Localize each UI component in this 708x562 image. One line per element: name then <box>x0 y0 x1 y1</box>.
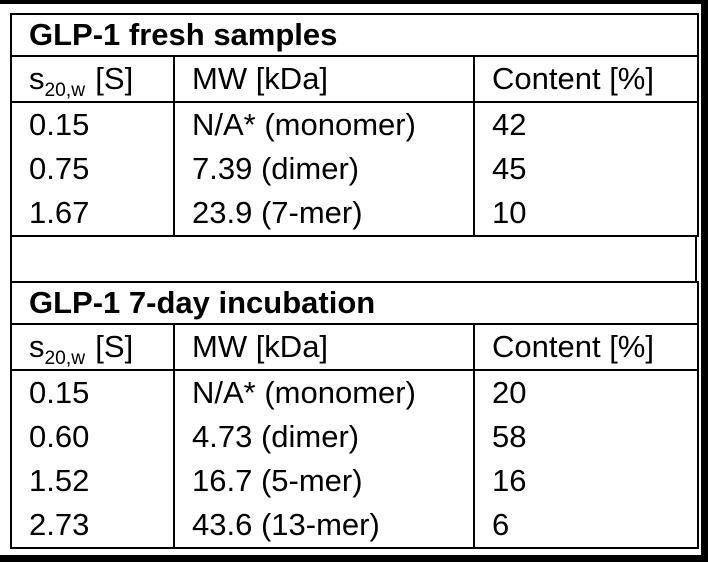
frame-border-top <box>0 0 708 4</box>
cell-sedimentation-value: 0.15 <box>29 106 90 142</box>
cell-content-value: 42 <box>472 102 699 147</box>
table-row: 0.60 4.73 (dimer) 58 <box>11 415 699 459</box>
table-header-row: s20,w [S] MW [kDa] Content [%] <box>11 56 699 103</box>
header-molecular-weight: MW [kDa] <box>173 56 474 103</box>
table-title-row: GLP-1 7-day incubation <box>11 282 699 325</box>
cell-molecular-weight-value: N/A* (monomer) <box>173 102 474 147</box>
s-subscript: 20,w <box>44 80 86 102</box>
cell-sedimentation-value: 0.60 <box>29 418 90 454</box>
cell-molecular-weight-value: N/A* (monomer) <box>173 370 474 415</box>
fresh-samples-title: GLP-1 fresh samples <box>11 14 699 57</box>
s-unit: [S] <box>95 328 134 364</box>
cell-content-value: 16 <box>472 459 699 503</box>
s-symbol: s <box>29 60 45 96</box>
s-unit: [S] <box>95 60 134 96</box>
cell-content-value: 20 <box>472 370 699 415</box>
table-row: 1.67 23.9 (7-mer) 10 <box>11 191 699 236</box>
spacer-row <box>10 237 697 281</box>
table-title-row: GLP-1 fresh samples <box>11 14 699 57</box>
cell-molecular-weight-value: 4.73 (dimer) <box>173 415 474 459</box>
cell-sedimentation-value: 0.15 <box>29 374 90 410</box>
cell-content-value: 58 <box>472 415 699 459</box>
header-sedimentation-coefficient: s20,w [S] <box>11 324 174 371</box>
table-row: 0.15 N/A* (monomer) 42 <box>11 102 699 147</box>
frame-border-right <box>701 0 708 562</box>
header-sedimentation-coefficient: s20,w [S] <box>11 56 174 103</box>
cell-sedimentation-value: 1.52 <box>29 462 90 498</box>
cell-molecular-weight-value: 7.39 (dimer) <box>173 147 474 191</box>
frame-border-bottom <box>0 555 708 562</box>
results-tables: GLP-1 fresh samples s20,w [S] MW [kDa] Co… <box>10 13 700 549</box>
cell-content-value: 45 <box>472 147 699 191</box>
table-row: 0.75 7.39 (dimer) 45 <box>11 147 699 191</box>
table-row: 2.73 43.6 (13-mer) 6 <box>11 503 699 548</box>
cell-molecular-weight-value: 16.7 (5-mer) <box>173 459 474 503</box>
header-content-percent: Content [%] <box>472 324 699 371</box>
fresh-samples-table: GLP-1 fresh samples s20,w [S] MW [kDa] Co… <box>10 13 700 237</box>
header-content-percent: Content [%] <box>472 56 699 103</box>
table-row: 0.15 N/A* (monomer) 20 <box>11 370 699 415</box>
cell-content-value: 6 <box>472 503 699 548</box>
s-symbol: s <box>29 328 45 364</box>
cell-sedimentation-value: 1.67 <box>29 194 90 230</box>
header-molecular-weight: MW [kDa] <box>173 324 474 371</box>
cell-molecular-weight-value: 43.6 (13-mer) <box>173 503 474 548</box>
table-row: 1.52 16.7 (5-mer) 16 <box>11 459 699 503</box>
cell-content-value: 10 <box>472 191 699 236</box>
incubation-table: GLP-1 7-day incubation s20,w [S] MW [kDa]… <box>10 281 700 549</box>
incubation-title: GLP-1 7-day incubation <box>11 282 699 325</box>
cell-sedimentation-value: 0.75 <box>29 150 90 186</box>
s-subscript: 20,w <box>44 348 86 370</box>
cell-sedimentation-value: 2.73 <box>29 506 90 542</box>
cell-molecular-weight-value: 23.9 (7-mer) <box>173 191 474 236</box>
table-header-row: s20,w [S] MW [kDa] Content [%] <box>11 324 699 371</box>
